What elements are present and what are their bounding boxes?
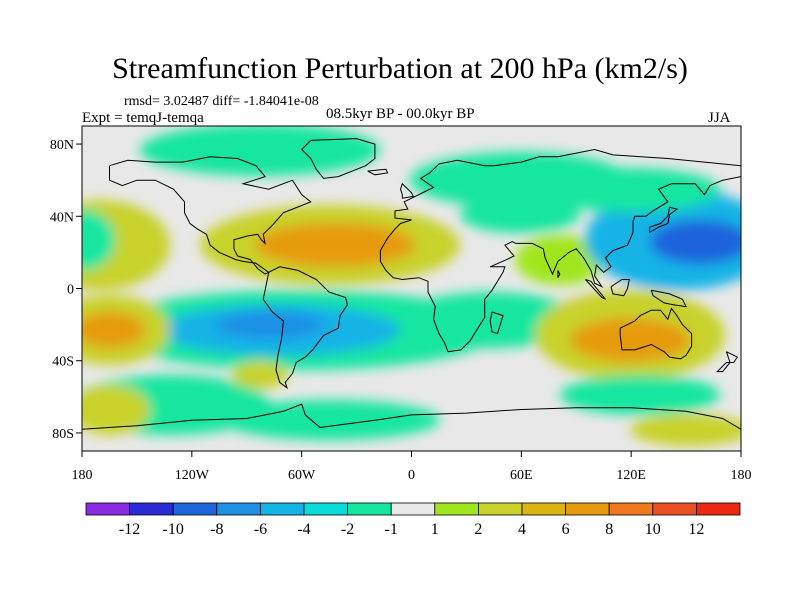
blob-so-neg-mid (220, 400, 440, 440)
experiment-label: Expt = temqJ-temqa (82, 110, 204, 126)
blob-spac-core (82, 312, 145, 348)
colorbar-box (652, 502, 697, 516)
y-axis-ticks: 80N 40N 0 40S 80S (50, 138, 82, 442)
y-tick-label: 80N (50, 138, 74, 153)
x-tick-label: 180 (731, 468, 752, 483)
colorbar-box (390, 502, 436, 516)
coast-antarctica (82, 403, 741, 430)
period-label: 08.5kyr BP - 00.0kyr BP (326, 106, 475, 122)
coast-north-america (109, 156, 312, 275)
colorbar-label: 8 (605, 521, 613, 538)
x-tick-label: 0 (408, 468, 415, 483)
x-tick-label: 120E (616, 468, 646, 483)
coast-africa-eurasia (379, 148, 741, 353)
coast-sumatra (585, 279, 606, 300)
colorbar-box (303, 502, 348, 516)
colorbar-box (347, 502, 392, 516)
blob-aus-core (570, 318, 690, 362)
colorbar-label: 1 (431, 521, 439, 538)
coastlines (82, 138, 741, 430)
colorbar-box (129, 502, 174, 516)
blob-s-band-core (215, 311, 325, 339)
colorbar-box (172, 502, 218, 516)
x-tick-label: 60E (510, 468, 533, 483)
colorbar-box (608, 502, 654, 516)
coast-indonesia-borneo (610, 279, 630, 297)
coast-new-zealand (715, 351, 739, 373)
colorbar-box (565, 502, 610, 516)
colorbar-label: -4 (297, 521, 310, 538)
blob-so-pos-west (82, 385, 150, 435)
x-tick-label: 120W (175, 468, 210, 483)
blob-wpac-neg-inner (650, 220, 741, 264)
blob-wpac-edge (540, 168, 720, 212)
blob-npac-edge (82, 210, 115, 270)
y-tick-label: 40N (50, 210, 74, 225)
coast-australia (619, 307, 693, 360)
contour-field (82, 126, 741, 451)
coast-india-sri-lanka (557, 270, 561, 278)
colorbar-label: 2 (474, 521, 482, 538)
x-tick-label: 60W (288, 468, 316, 483)
colorbar-label: -6 (254, 521, 267, 538)
colorbar-box (696, 502, 741, 516)
colorbar-label: -10 (163, 521, 184, 538)
colorbar-box (521, 502, 566, 516)
field-blobs (82, 126, 741, 446)
colorbar-box (259, 502, 305, 516)
page-title: Streamfunction Perturbation at 200 hPa (… (112, 52, 688, 85)
coast-iceland (367, 168, 389, 176)
blob-atl-pos-inner (255, 223, 415, 267)
y-tick-label: 40S (52, 355, 74, 370)
blob-so-neg-east (560, 375, 720, 415)
colorbar-label: 10 (645, 521, 661, 538)
blob-arctic-west (140, 126, 380, 176)
colorbar-label: 12 (688, 521, 704, 538)
colorbar-box (434, 502, 479, 516)
colorbar-label: -1 (385, 521, 398, 538)
colorbar-label: -12 (119, 521, 140, 538)
y-tick-label: 0 (67, 283, 74, 298)
season-label: JJA (708, 110, 731, 126)
rmsd-diff-text: rmsd= 3.02487 diff= -1.84041e-08 (124, 94, 319, 109)
colorbar: -12 -10 -8 -6 -4 -2 -1 1 2 4 6 8 10 12 (85, 502, 741, 538)
blob-so-pos-mid (232, 361, 288, 389)
coast-british-isles (399, 182, 415, 199)
coast-south-america (262, 266, 348, 390)
x-axis-ticks: 180 120W 60W 0 60E 120E 180 (72, 451, 752, 483)
colorbar-label: -8 (210, 521, 223, 538)
colorbar-box (216, 502, 261, 516)
coast-new-guinea (650, 289, 687, 308)
coast-madagascar (489, 311, 504, 335)
x-tick-label: 180 (72, 468, 93, 483)
coast-greenland (300, 138, 376, 179)
colorbar-label: -2 (341, 521, 354, 538)
colorbar-box (477, 502, 523, 516)
coast-japan (649, 206, 679, 233)
colorbar-box (85, 502, 130, 516)
colorbar-label: 6 (562, 521, 570, 538)
blob-so-pos-east (630, 414, 741, 446)
y-tick-label: 80S (52, 427, 74, 442)
colorbar-label: 4 (518, 521, 526, 538)
blob-central-asia (460, 197, 580, 233)
